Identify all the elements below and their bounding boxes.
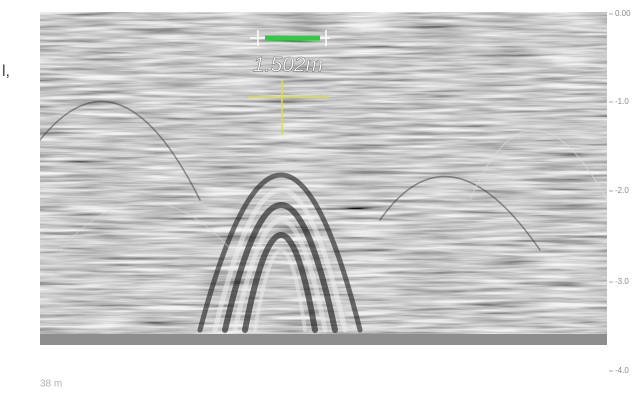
depth-label: -3.0 xyxy=(615,277,629,286)
depth-label: -2.0 xyxy=(615,186,629,195)
distance-label: 38 m xyxy=(40,379,62,390)
depth-label: -1.0 xyxy=(615,97,629,106)
depth-label: 0.00 xyxy=(615,9,631,18)
depth-axis: 0.00 -1.0 -2.0 -3.0 -4.0 xyxy=(609,9,631,375)
radargram-view: l, 1.502m 0.00 -1.0 xyxy=(0,0,637,400)
measurement-label: 1.502m xyxy=(253,54,323,77)
radargram xyxy=(40,12,607,345)
left-fragment: l, xyxy=(2,63,10,80)
page: l, 1.502m 0.00 -1.0 xyxy=(0,0,637,400)
depth-label: -4.0 xyxy=(615,366,629,375)
